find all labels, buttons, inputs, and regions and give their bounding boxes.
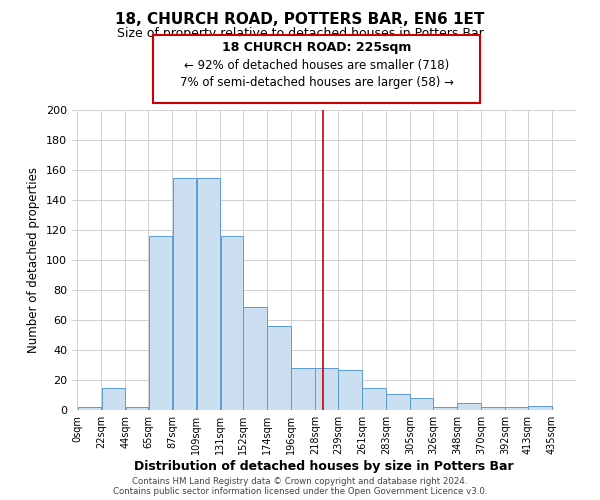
Bar <box>197 178 220 410</box>
Bar <box>362 388 386 410</box>
Bar <box>221 236 243 410</box>
Bar <box>481 407 505 410</box>
Text: Size of property relative to detached houses in Potters Bar: Size of property relative to detached ho… <box>116 28 484 40</box>
Bar <box>244 306 267 410</box>
Bar <box>125 407 148 410</box>
Bar <box>149 236 172 410</box>
Bar <box>173 178 196 410</box>
Text: 18 CHURCH ROAD: 225sqm: 18 CHURCH ROAD: 225sqm <box>222 41 411 54</box>
Bar <box>268 326 291 410</box>
Text: 18, CHURCH ROAD, POTTERS BAR, EN6 1ET: 18, CHURCH ROAD, POTTERS BAR, EN6 1ET <box>115 12 485 28</box>
X-axis label: Distribution of detached houses by size in Potters Bar: Distribution of detached houses by size … <box>134 460 514 473</box>
Text: Contains public sector information licensed under the Open Government Licence v3: Contains public sector information licen… <box>113 487 487 496</box>
Text: 7% of semi-detached houses are larger (58) →: 7% of semi-detached houses are larger (5… <box>179 76 454 89</box>
Bar <box>316 368 338 410</box>
Bar <box>292 368 315 410</box>
Bar <box>528 406 552 410</box>
Text: ← 92% of detached houses are smaller (718): ← 92% of detached houses are smaller (71… <box>184 59 449 72</box>
Y-axis label: Number of detached properties: Number of detached properties <box>28 167 40 353</box>
Bar <box>386 394 410 410</box>
Bar <box>433 407 457 410</box>
Bar <box>457 402 481 410</box>
Bar <box>505 407 528 410</box>
Bar <box>410 398 433 410</box>
Text: Contains HM Land Registry data © Crown copyright and database right 2024.: Contains HM Land Registry data © Crown c… <box>132 477 468 486</box>
Bar <box>338 370 362 410</box>
Bar <box>101 388 125 410</box>
Bar <box>77 407 101 410</box>
